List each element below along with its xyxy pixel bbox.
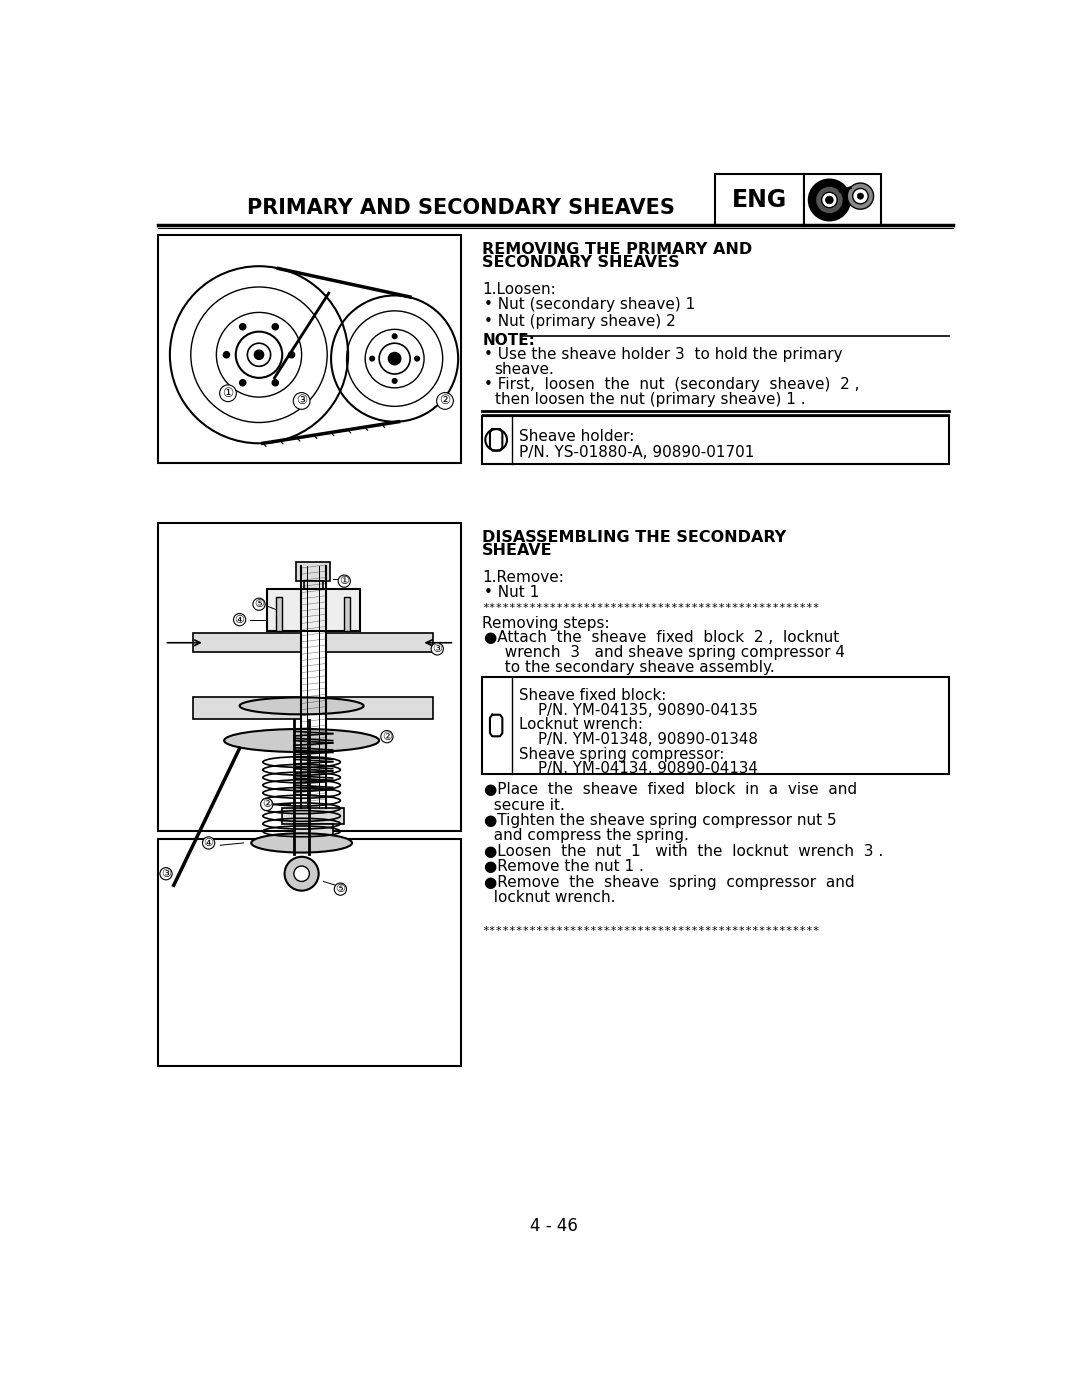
Text: PRIMARY AND SECONDARY SHEAVES: PRIMARY AND SECONDARY SHEAVES xyxy=(246,198,674,218)
Bar xyxy=(159,840,460,1066)
Bar xyxy=(282,809,345,824)
Circle shape xyxy=(858,193,864,200)
Text: secure it.: secure it. xyxy=(484,798,565,813)
Text: NOTE:: NOTE: xyxy=(482,334,535,348)
Text: ①: ① xyxy=(339,576,349,587)
Ellipse shape xyxy=(240,697,364,714)
Circle shape xyxy=(392,379,397,383)
Text: 1.Loosen:: 1.Loosen: xyxy=(482,282,556,296)
Circle shape xyxy=(255,351,264,359)
Text: • Nut 1: • Nut 1 xyxy=(484,585,539,599)
Text: ②: ② xyxy=(382,732,392,742)
Bar xyxy=(804,173,881,226)
Text: P/N. YM-04134, 90890-04134: P/N. YM-04134, 90890-04134 xyxy=(519,761,758,777)
Text: SECONDARY SHEAVES: SECONDARY SHEAVES xyxy=(482,256,679,271)
Circle shape xyxy=(369,356,375,360)
Ellipse shape xyxy=(252,833,352,852)
Bar xyxy=(345,597,350,631)
Text: ④: ④ xyxy=(234,615,245,624)
Text: ⑤: ⑤ xyxy=(254,599,264,609)
Bar xyxy=(159,524,460,831)
Circle shape xyxy=(284,856,319,891)
Text: sheave.: sheave. xyxy=(495,362,554,377)
Text: wrench  3   and sheave spring compressor 4: wrench 3 and sheave spring compressor 4 xyxy=(495,645,845,659)
Text: ●Remove  the  sheave  spring  compressor  and: ●Remove the sheave spring compressor and xyxy=(484,875,854,890)
Text: • Nut (secondary sheave) 1: • Nut (secondary sheave) 1 xyxy=(484,298,696,312)
Bar xyxy=(303,581,323,591)
Text: ③: ③ xyxy=(161,869,171,879)
Circle shape xyxy=(415,356,419,360)
Bar xyxy=(294,824,333,840)
Circle shape xyxy=(272,324,279,330)
Text: P/N. YM-04135, 90890-04135: P/N. YM-04135, 90890-04135 xyxy=(519,703,758,718)
Text: Removing steps:: Removing steps: xyxy=(482,616,610,631)
Circle shape xyxy=(809,179,850,221)
Text: and compress the spring.: and compress the spring. xyxy=(484,828,689,844)
Text: **************************************************: ****************************************… xyxy=(482,926,820,936)
Bar xyxy=(326,633,433,652)
Text: to the secondary sheave assembly.: to the secondary sheave assembly. xyxy=(495,661,774,675)
Circle shape xyxy=(288,352,295,358)
Text: P/N. YS-01880-A, 90890-01701: P/N. YS-01880-A, 90890-01701 xyxy=(519,444,755,460)
Ellipse shape xyxy=(225,729,379,752)
Text: ●Loosen  the  nut  1   with  the  locknut  wrench  3 .: ●Loosen the nut 1 with the locknut wrenc… xyxy=(484,844,883,859)
Text: ●Place  the  sheave  fixed  block  in  a  vise  and: ●Place the sheave fixed block in a vise … xyxy=(484,782,856,798)
Text: ③: ③ xyxy=(432,644,442,654)
Text: ⑤: ⑤ xyxy=(336,884,346,894)
Text: locknut wrench.: locknut wrench. xyxy=(484,890,616,905)
Text: P/N. YM-01348, 90890-01348: P/N. YM-01348, 90890-01348 xyxy=(519,732,758,747)
Circle shape xyxy=(822,193,837,208)
Text: ●Attach  the  sheave  fixed  block  2 ,  locknut: ●Attach the sheave fixed block 2 , lockn… xyxy=(484,630,839,644)
Text: **************************************************: ****************************************… xyxy=(482,604,820,613)
Bar xyxy=(296,562,330,581)
Text: Locknut wrench:: Locknut wrench: xyxy=(519,718,644,732)
Text: then loosen the nut (primary sheave) 1 .: then loosen the nut (primary sheave) 1 . xyxy=(495,393,806,408)
Text: ●Tighten the sheave spring compressor nut 5: ●Tighten the sheave spring compressor nu… xyxy=(484,813,836,828)
Circle shape xyxy=(847,183,874,210)
Text: ④: ④ xyxy=(204,838,214,848)
Text: ②: ② xyxy=(440,394,450,408)
Circle shape xyxy=(294,866,309,882)
Text: SHEAVE: SHEAVE xyxy=(482,543,553,559)
Circle shape xyxy=(240,324,246,330)
Text: ENG: ENG xyxy=(731,189,787,212)
Bar xyxy=(482,678,948,774)
Text: ●Remove the nut 1 .: ●Remove the nut 1 . xyxy=(484,859,644,875)
Text: REMOVING THE PRIMARY AND: REMOVING THE PRIMARY AND xyxy=(482,242,753,257)
Bar xyxy=(482,415,948,464)
Text: ①: ① xyxy=(222,387,233,400)
Text: DISASSEMBLING THE SECONDARY: DISASSEMBLING THE SECONDARY xyxy=(482,529,786,545)
Bar xyxy=(193,697,301,719)
Text: 4 - 46: 4 - 46 xyxy=(529,1217,578,1235)
Circle shape xyxy=(392,334,397,338)
Text: Sheave spring compressor:: Sheave spring compressor: xyxy=(519,746,725,761)
Bar xyxy=(267,588,360,631)
Text: Sheave holder:: Sheave holder: xyxy=(519,429,635,444)
Circle shape xyxy=(224,352,230,358)
Text: ②: ② xyxy=(261,799,272,809)
Bar xyxy=(193,633,301,652)
Text: • Nut (primary sheave) 2: • Nut (primary sheave) 2 xyxy=(484,314,675,328)
Circle shape xyxy=(825,196,834,204)
Bar xyxy=(326,697,433,719)
Bar xyxy=(159,236,460,462)
Circle shape xyxy=(852,189,868,204)
Circle shape xyxy=(272,380,279,386)
Bar xyxy=(715,173,804,226)
Text: 1.Remove:: 1.Remove: xyxy=(482,570,564,584)
Text: ③: ③ xyxy=(296,394,307,408)
Bar xyxy=(276,597,282,631)
Circle shape xyxy=(815,186,843,214)
Circle shape xyxy=(240,380,246,386)
Text: Sheave fixed block:: Sheave fixed block: xyxy=(519,689,666,703)
Circle shape xyxy=(389,352,401,365)
Text: • First,  loosen  the  nut  (secondary  sheave)  2 ,: • First, loosen the nut (secondary sheav… xyxy=(484,377,860,393)
Text: • Use the sheave holder 3  to hold the primary: • Use the sheave holder 3 to hold the pr… xyxy=(484,346,842,362)
